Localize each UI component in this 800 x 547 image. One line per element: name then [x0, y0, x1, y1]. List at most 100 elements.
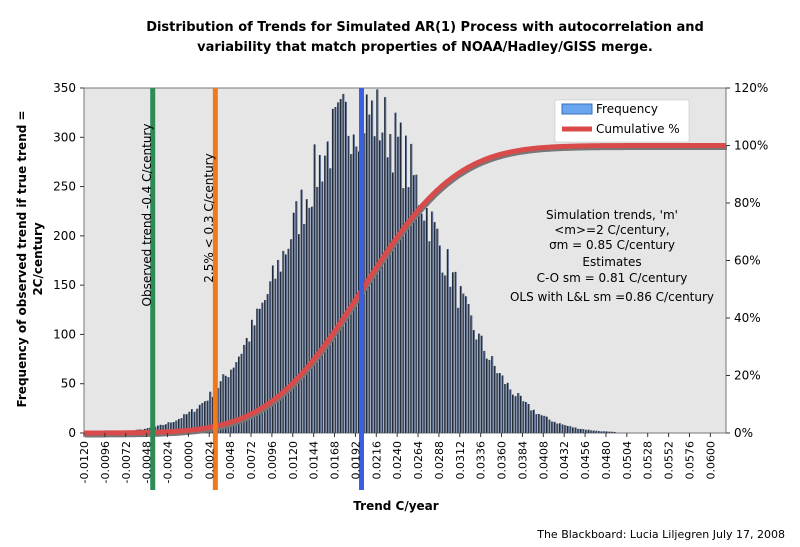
frequency-bar-edge: [160, 424, 162, 433]
y-right-tick-label: 100%: [734, 139, 768, 153]
x-tick-label: 0.0432: [558, 441, 571, 480]
frequency-bar: [172, 422, 175, 433]
frequency-bar-edge: [434, 222, 436, 433]
frequency-bar: [483, 350, 486, 433]
annotation-line-6: OLS with L&L sm =0.86 C/century: [510, 290, 714, 304]
frequency-bar: [204, 401, 207, 433]
frequency-bar-edge: [265, 300, 267, 433]
x-tick-label: 0.0072: [245, 441, 258, 480]
frequency-bar: [530, 410, 533, 433]
frequency-bar: [566, 425, 569, 433]
x-tick-label: 0.0096: [266, 441, 279, 480]
frequency-bar: [438, 245, 441, 433]
frequency-bar: [300, 189, 303, 433]
frequency-bar: [556, 423, 559, 433]
frequency-bar-edge: [549, 419, 551, 433]
frequency-bar-edge: [179, 418, 180, 433]
frequency-bar-edge: [181, 418, 183, 433]
frequency-bar-edge: [440, 245, 441, 433]
frequency-bar-edge: [562, 424, 564, 433]
frequency-bar: [347, 135, 350, 433]
x-tick-label: 0.0480: [600, 441, 613, 480]
frequency-bar: [311, 206, 314, 433]
frequency-bar-edge: [189, 411, 191, 433]
x-tick-label: 0.0120: [287, 441, 300, 480]
frequency-bar-edge: [348, 135, 350, 433]
frequency-bar-edge: [374, 136, 376, 433]
y-right-tick-label: 0%: [734, 426, 753, 440]
frequency-bar-edge: [330, 168, 332, 433]
frequency-bar: [264, 300, 267, 433]
frequency-bar-edge: [526, 401, 528, 433]
frequency-bar-edge: [309, 207, 311, 433]
frequency-bar-edge: [414, 175, 415, 433]
frequency-bar: [243, 344, 246, 433]
frequency-bar-edge: [293, 212, 295, 433]
frequency-bar: [613, 431, 616, 433]
frequency-bar-edge: [262, 302, 264, 433]
frequency-bar-edge: [599, 431, 601, 433]
frequency-bar: [253, 325, 256, 433]
frequency-bar-edge: [591, 430, 593, 433]
frequency-bar: [305, 199, 308, 433]
frequency-bar: [177, 418, 180, 433]
frequency-bar: [292, 212, 295, 433]
frequency-bar-edge: [544, 415, 546, 433]
frequency-bar: [488, 359, 491, 433]
frequency-bar: [572, 427, 575, 433]
frequency-bar-edge: [461, 286, 462, 433]
frequency-bar-edge: [510, 389, 512, 433]
x-tick-label: 0.0456: [579, 441, 592, 480]
legend-cumulative-label: Cumulative %: [596, 122, 680, 136]
frequency-bar: [157, 425, 160, 433]
frequency-bar-edge: [518, 393, 520, 433]
annotation-line-5: C-O sm = 0.81 C/century: [537, 271, 688, 285]
frequency-bar: [582, 429, 585, 433]
frequency-bar-edge: [226, 375, 227, 433]
frequency-bar-edge: [575, 427, 577, 433]
frequency-bar: [316, 186, 319, 433]
frequency-bar: [397, 136, 400, 434]
y-left-tick-label: 250: [53, 180, 76, 194]
frequency-bar-edge: [468, 304, 470, 433]
frequency-bar-edge: [581, 428, 582, 433]
frequency-bar: [284, 254, 287, 433]
frequency-bar: [431, 211, 434, 433]
frequency-bar: [467, 304, 470, 433]
frequency-bar: [512, 394, 515, 433]
x-tick-label: 0.0600: [704, 441, 717, 480]
frequency-bar-edge: [554, 421, 556, 433]
x-tick-label: 0.0288: [433, 441, 446, 480]
frequency-bar: [504, 384, 507, 433]
frequency-bar: [444, 275, 447, 433]
frequency-bar: [261, 302, 264, 433]
frequency-bar-edge: [455, 271, 457, 433]
frequency-bar: [321, 181, 324, 433]
frequency-bar-edge: [523, 401, 525, 433]
frequency-bar-edge: [354, 134, 355, 433]
frequency-bar-edge: [367, 94, 368, 433]
x-tick-label: -0.0024: [162, 441, 175, 483]
x-axis-label: Trend C/year: [353, 499, 438, 513]
frequency-bar: [391, 172, 394, 434]
frequency-bar: [371, 100, 374, 433]
frequency-bar-edge: [270, 281, 272, 433]
frequency-bar-edge: [515, 396, 517, 433]
frequency-bar-edge: [385, 97, 387, 434]
legend-frequency-swatch: [561, 103, 593, 115]
frequency-bar: [527, 404, 530, 433]
frequency-bar: [543, 415, 546, 433]
frequency-bar: [480, 335, 483, 433]
x-tick-label: -0.0096: [99, 441, 112, 483]
frequency-bar-edge: [320, 154, 321, 434]
frequency-bar: [342, 93, 345, 434]
frequency-bar-edge: [453, 272, 454, 433]
x-tick-label: 0.0144: [308, 441, 321, 480]
frequency-bar: [603, 431, 606, 433]
frequency-bar-edge: [202, 402, 204, 433]
frequency-bar-edge: [521, 395, 522, 433]
frequency-bar: [331, 108, 334, 433]
frequency-bar-edge: [228, 377, 230, 433]
frequency-bar-edge: [500, 373, 501, 433]
frequency-bar: [519, 395, 522, 433]
